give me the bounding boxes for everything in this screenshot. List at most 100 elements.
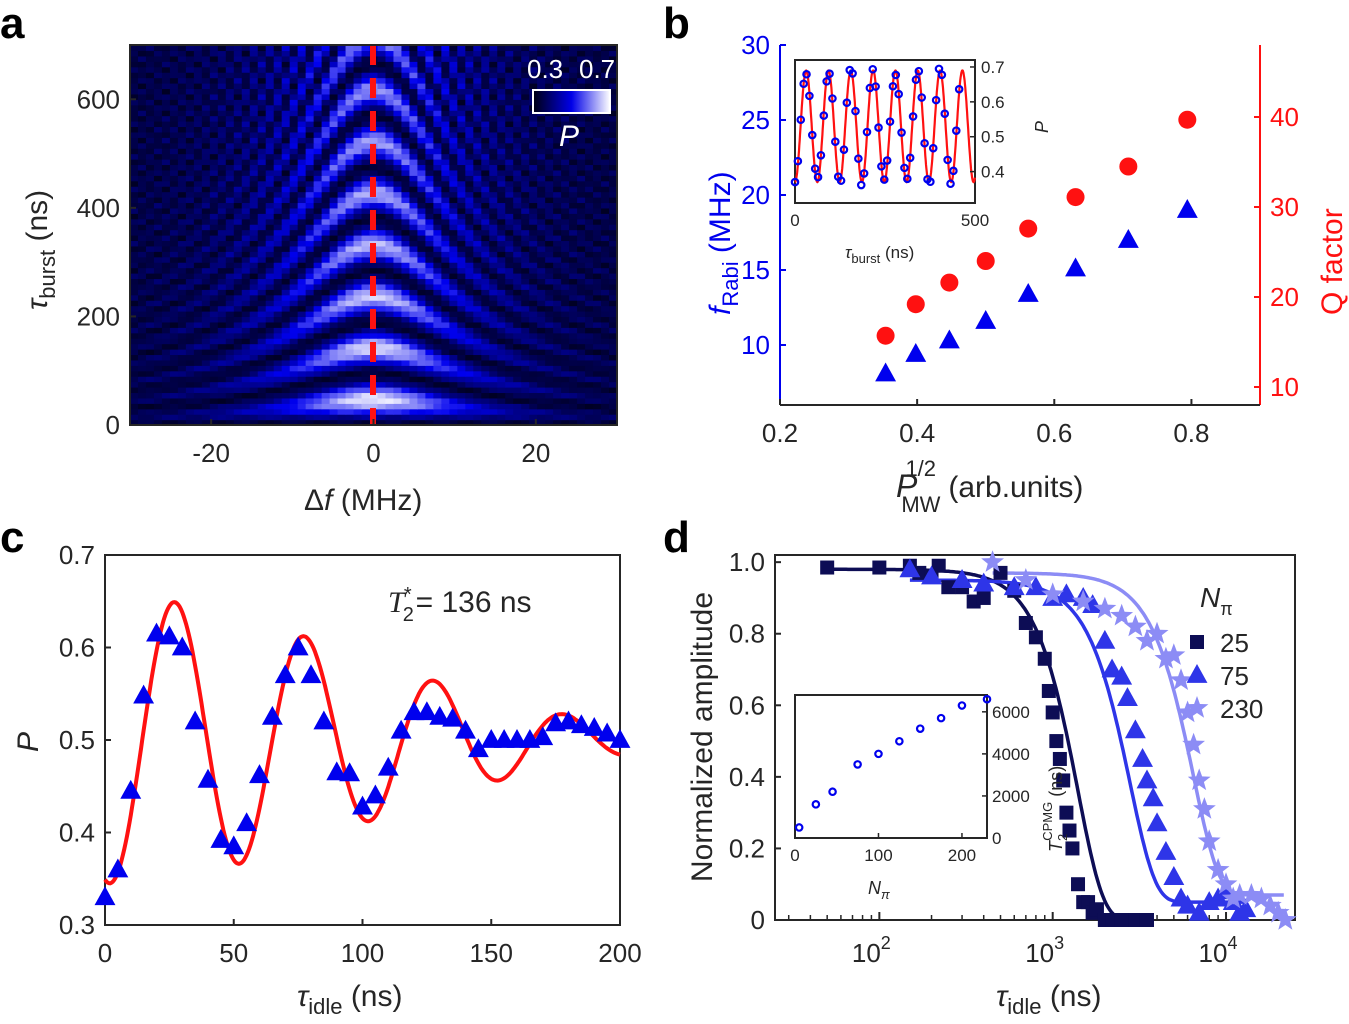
x-tick-label: 104 [1199, 933, 1238, 968]
heatmap-cell [217, 278, 227, 285]
heatmap-cell [137, 55, 147, 62]
heatmap-cell [281, 408, 291, 415]
heatmap-cell [425, 148, 434, 155]
heatmap-cell [193, 45, 203, 52]
heatmap-cell [137, 392, 147, 399]
data-triangle-75 [1055, 583, 1077, 603]
heatmap-cell [521, 376, 530, 383]
heatmap-cell [465, 148, 474, 155]
heatmap-cell [593, 50, 602, 57]
heatmap-cell [417, 381, 426, 388]
heatmap-cell [233, 370, 243, 377]
heatmap-cell [521, 387, 530, 394]
heatmap-cell [521, 321, 530, 328]
heatmap-cell [153, 305, 163, 312]
heatmap-cell [609, 110, 618, 117]
heatmap-cell [593, 153, 602, 160]
heatmap-cell [473, 316, 482, 323]
heatmap-cell [233, 305, 243, 312]
heatmap-cell [521, 175, 530, 182]
heatmap-cell [153, 408, 163, 415]
heatmap-cell [553, 148, 562, 155]
heatmap-cell [217, 202, 227, 209]
heatmap-cell [569, 370, 578, 377]
heatmap-cell [297, 321, 307, 328]
heatmap-cell [601, 207, 610, 214]
heatmap-cell [377, 278, 387, 285]
heatmap-cell [193, 191, 203, 198]
heatmap-cell [289, 180, 299, 187]
heatmap-cell [497, 387, 506, 394]
heatmap-cell [377, 387, 387, 394]
heatmap-cell [457, 376, 466, 383]
heatmap-cell [441, 343, 450, 350]
heatmap-cell [537, 251, 546, 258]
heatmap-cell [385, 370, 395, 377]
heatmap-cell [465, 131, 474, 138]
heatmap-cell [489, 55, 498, 62]
heatmap-cell [385, 197, 395, 204]
data-star-230 [1258, 893, 1282, 916]
heatmap-cell [377, 305, 387, 312]
heatmap-cell [489, 311, 498, 318]
heatmap-cell [281, 131, 291, 138]
heatmap-cell [201, 121, 211, 128]
heatmap-cell [577, 327, 586, 334]
svg-text:τburst (ns): τburst (ns) [21, 190, 60, 310]
heatmap-cell [177, 343, 187, 350]
heatmap-cell [217, 66, 227, 73]
heatmap-cell [193, 115, 203, 122]
heatmap-cell [337, 191, 347, 198]
heatmap-cell [577, 55, 586, 62]
heatmap-cell [145, 343, 155, 350]
heatmap-cell [481, 316, 490, 323]
heatmap-cell [201, 300, 211, 307]
heatmap-cell [130, 283, 139, 290]
heatmap-cell [201, 115, 211, 122]
heatmap-cell [337, 397, 347, 404]
heatmap-cell [473, 381, 482, 388]
heatmap-cell [161, 50, 171, 57]
heatmap-cell [225, 83, 235, 90]
heatmap-cell [193, 256, 203, 263]
heatmap-cell [481, 148, 490, 155]
heatmap-cell [337, 169, 347, 176]
heatmap-cell [497, 354, 506, 361]
heatmap-cell [489, 273, 498, 280]
heatmap-cell [241, 142, 251, 149]
heatmap-cell [345, 229, 355, 236]
heatmap-cell [417, 137, 426, 144]
heatmap-cell [473, 283, 482, 290]
heatmap-cell [273, 164, 283, 171]
heatmap-cell [609, 235, 618, 242]
heatmap-cell [609, 419, 618, 426]
heatmap-cell [497, 224, 506, 231]
data-triangle-75 [1146, 812, 1168, 832]
heatmap-cell [409, 224, 419, 231]
heatmap-cell [233, 191, 243, 198]
heatmap-cell [249, 397, 259, 404]
data-square-25 [1062, 823, 1077, 838]
heatmap-cell [537, 229, 546, 236]
data-square-25 [1056, 773, 1071, 788]
heatmap-cell [257, 332, 267, 339]
heatmap-cell [233, 153, 243, 160]
inset-data-point [879, 175, 889, 184]
heatmap-cell [241, 289, 251, 296]
heatmap-cell [481, 235, 490, 242]
heatmap-cell [217, 343, 227, 350]
heatmap-cell [209, 392, 219, 399]
heatmap-cell [225, 403, 235, 410]
heatmap-cell [265, 262, 275, 269]
heatmap-cell [305, 338, 315, 345]
data-triangle-75 [1132, 747, 1154, 767]
heatmap-cell [161, 218, 171, 225]
heatmap-cell [201, 408, 211, 415]
data-triangle [416, 701, 438, 721]
heatmap-cell [161, 354, 171, 361]
heatmap-cell [185, 278, 195, 285]
heatmap-cell [465, 142, 474, 149]
heatmap-cell [529, 191, 538, 198]
heatmap-cell [489, 218, 498, 225]
